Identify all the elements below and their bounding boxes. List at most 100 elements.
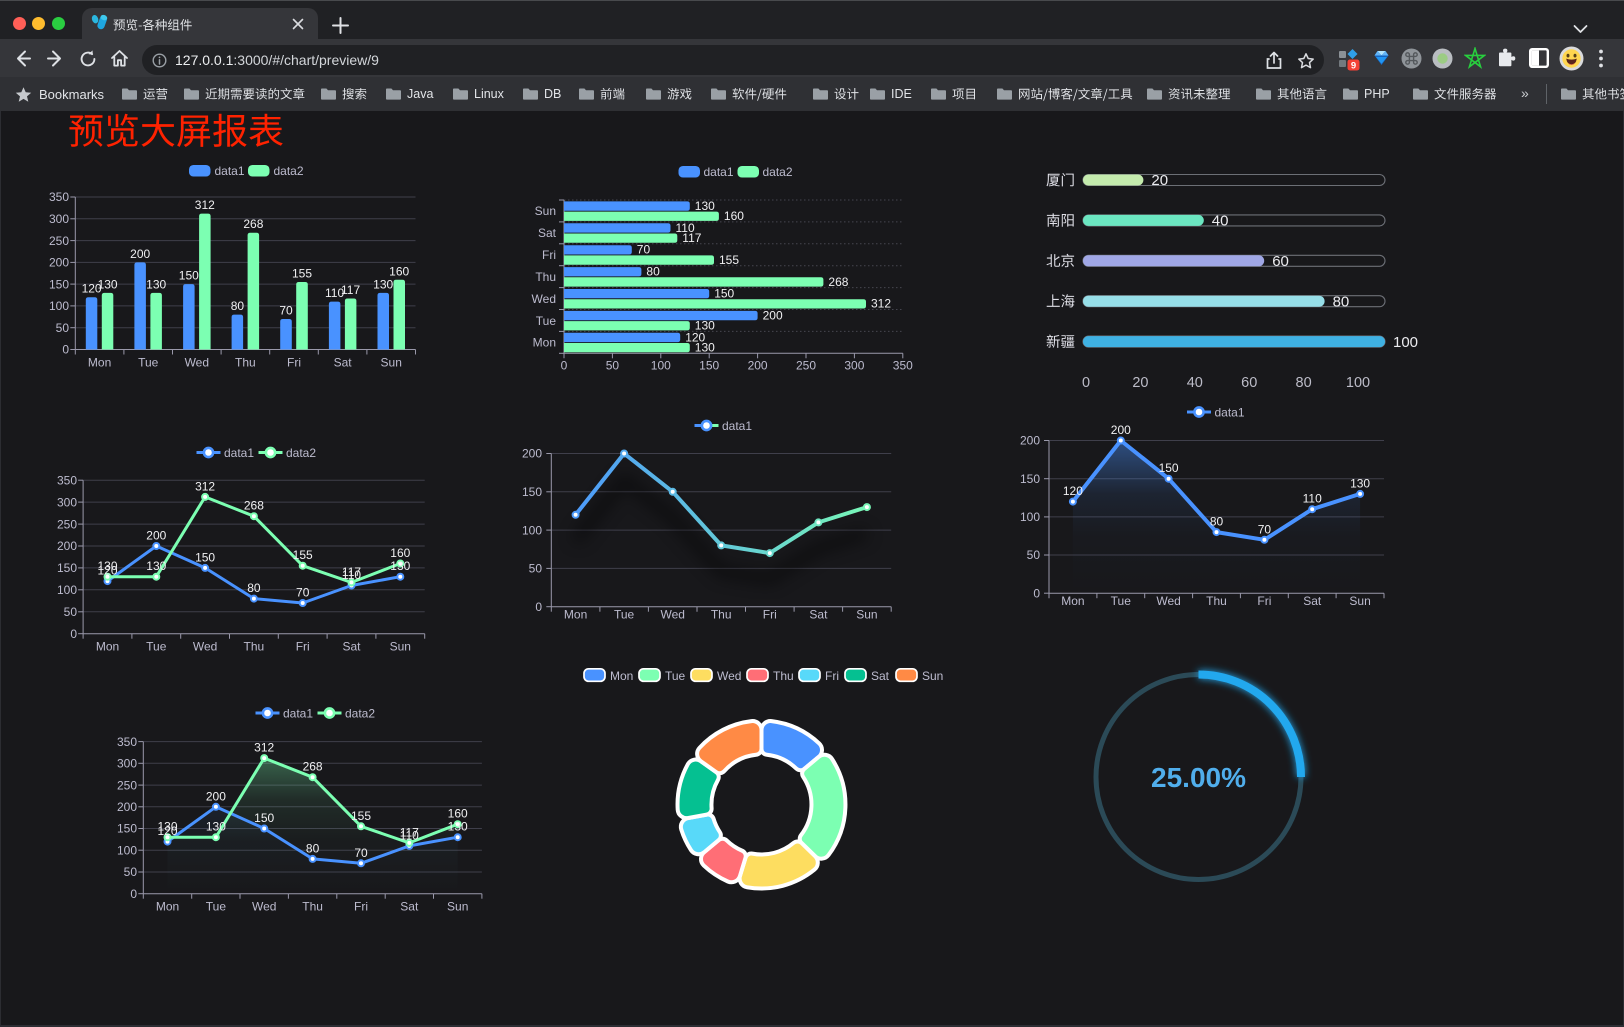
svg-text:Tue: Tue <box>146 640 167 654</box>
svg-text:150: 150 <box>699 359 719 373</box>
svg-text:117: 117 <box>400 825 419 839</box>
svg-text:312: 312 <box>195 479 215 493</box>
svg-text:Sat: Sat <box>809 608 828 622</box>
svg-text:Thu: Thu <box>302 900 323 914</box>
svg-text:130: 130 <box>146 277 166 291</box>
svg-text:160: 160 <box>448 807 468 821</box>
svg-text:160: 160 <box>724 209 744 223</box>
svg-text:155: 155 <box>293 548 313 562</box>
svg-text:Fri: Fri <box>542 248 556 262</box>
svg-text:130: 130 <box>1350 476 1370 490</box>
svg-text:Sun: Sun <box>922 669 943 683</box>
svg-text:110: 110 <box>400 828 419 842</box>
svg-text:100: 100 <box>49 299 69 313</box>
svg-text:Wed: Wed <box>532 292 556 306</box>
svg-text:150: 150 <box>1020 472 1040 486</box>
svg-text:312: 312 <box>871 297 891 311</box>
svg-text:Mon: Mon <box>88 356 111 370</box>
svg-text:data2: data2 <box>274 164 304 178</box>
svg-text:130: 130 <box>98 277 118 291</box>
svg-text:Sun: Sun <box>390 640 411 654</box>
svg-text:20: 20 <box>1132 375 1148 391</box>
svg-text:0: 0 <box>561 359 568 373</box>
svg-text:200: 200 <box>130 247 150 261</box>
svg-text:50: 50 <box>124 865 138 879</box>
svg-text:40: 40 <box>1212 213 1229 230</box>
svg-text:70: 70 <box>279 304 293 318</box>
svg-text:268: 268 <box>244 499 264 513</box>
svg-text:50: 50 <box>56 321 70 335</box>
svg-text:117: 117 <box>342 565 361 579</box>
svg-text:117: 117 <box>341 283 360 297</box>
svg-text:Thu: Thu <box>1206 594 1227 608</box>
svg-text:100: 100 <box>1393 334 1418 351</box>
svg-text:312: 312 <box>254 741 274 755</box>
svg-text:70: 70 <box>1258 522 1272 536</box>
svg-text:Sun: Sun <box>447 900 468 914</box>
svg-text:150: 150 <box>57 561 77 575</box>
svg-text:200: 200 <box>206 789 226 803</box>
svg-text:data1: data1 <box>722 419 752 433</box>
svg-text:25.00%: 25.00% <box>1151 762 1246 793</box>
svg-text:Sun: Sun <box>1349 594 1370 608</box>
svg-text:110: 110 <box>325 286 344 300</box>
svg-text:data1: data1 <box>704 165 734 179</box>
svg-text:268: 268 <box>828 275 848 289</box>
svg-text:50: 50 <box>1027 548 1041 562</box>
svg-text:110: 110 <box>342 568 361 582</box>
svg-text:0: 0 <box>62 343 69 357</box>
svg-text:80: 80 <box>306 841 320 855</box>
svg-text:Thu: Thu <box>235 356 256 370</box>
svg-text:Sat: Sat <box>342 640 361 654</box>
svg-text:60: 60 <box>1241 375 1257 391</box>
svg-text:200: 200 <box>763 308 783 322</box>
svg-text:100: 100 <box>117 843 137 857</box>
svg-text:200: 200 <box>49 256 69 270</box>
svg-text:100: 100 <box>1020 510 1040 524</box>
svg-text:110: 110 <box>1303 492 1322 506</box>
svg-text:Thu: Thu <box>244 640 265 654</box>
svg-text:120: 120 <box>82 282 102 296</box>
svg-text:Sat: Sat <box>871 669 890 683</box>
svg-text:Fri: Fri <box>296 640 310 654</box>
svg-text:Fri: Fri <box>1257 594 1271 608</box>
svg-text:80: 80 <box>646 265 660 279</box>
svg-text:70: 70 <box>296 586 310 600</box>
svg-text:Thu: Thu <box>711 608 732 622</box>
svg-text:80: 80 <box>1210 515 1224 529</box>
svg-text:130: 130 <box>97 559 117 573</box>
svg-text:Tue: Tue <box>1111 594 1132 608</box>
svg-text:20: 20 <box>1151 172 1168 189</box>
svg-text:150: 150 <box>522 485 542 499</box>
svg-text:data1: data1 <box>215 164 245 178</box>
svg-text:80: 80 <box>231 299 245 313</box>
svg-text:Tue: Tue <box>536 314 557 328</box>
svg-text:350: 350 <box>117 735 137 749</box>
svg-text:60: 60 <box>1272 253 1289 270</box>
svg-text:0: 0 <box>1082 375 1090 391</box>
svg-text:200: 200 <box>522 447 542 461</box>
svg-text:0: 0 <box>535 600 542 614</box>
svg-text:100: 100 <box>522 523 542 537</box>
svg-text:200: 200 <box>748 359 768 373</box>
svg-text:Fri: Fri <box>287 356 301 370</box>
svg-text:130: 130 <box>373 277 393 291</box>
svg-text:300: 300 <box>49 212 69 226</box>
svg-text:Mon: Mon <box>96 640 119 654</box>
svg-text:150: 150 <box>1159 461 1179 475</box>
svg-text:150: 150 <box>49 277 69 291</box>
svg-text:155: 155 <box>719 253 739 267</box>
svg-text:Thu: Thu <box>773 669 794 683</box>
svg-text:130: 130 <box>157 820 177 834</box>
svg-text:200: 200 <box>146 529 166 543</box>
svg-text:Mon: Mon <box>610 669 633 683</box>
svg-text:Thu: Thu <box>535 270 556 284</box>
svg-text:50: 50 <box>529 562 543 576</box>
svg-text:Tue: Tue <box>614 608 635 622</box>
svg-text:250: 250 <box>796 359 816 373</box>
svg-text:Mon: Mon <box>156 900 179 914</box>
svg-text:Mon: Mon <box>564 608 587 622</box>
svg-text:0: 0 <box>1033 586 1040 600</box>
svg-text:0: 0 <box>70 627 77 641</box>
svg-text:130: 130 <box>695 341 715 355</box>
